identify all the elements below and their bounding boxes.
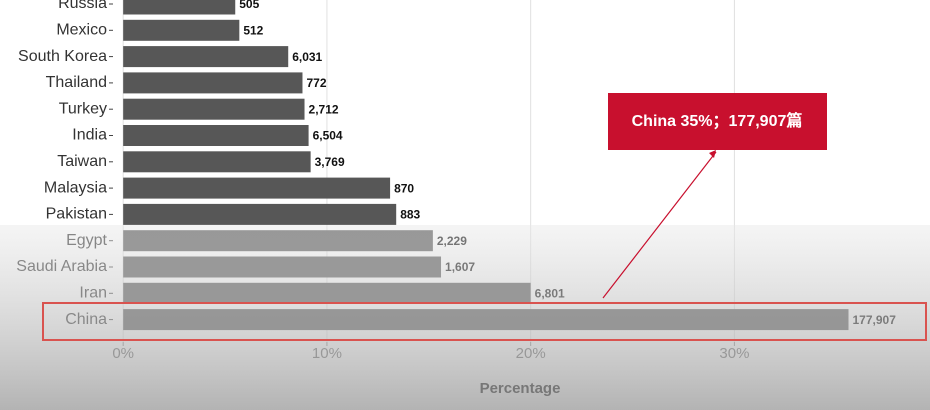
bar — [123, 203, 397, 225]
data-label: 870 — [394, 181, 414, 195]
data-label: 6,031 — [292, 50, 322, 64]
data-label: 6,504 — [313, 129, 343, 143]
annotation-arrow — [602, 151, 717, 299]
y-tick-label: Taiwan — [57, 153, 107, 170]
y-tick-label: South Korea — [18, 48, 107, 65]
y-tick-label: Mexico — [56, 22, 107, 39]
bar — [123, 19, 240, 41]
annotation: China 35%；177,907篇 — [632, 111, 803, 130]
data-label: 772 — [306, 76, 326, 90]
data-label: 505 — [239, 0, 259, 11]
y-tick-label: Malaysia — [44, 179, 107, 196]
data-label: 2,712 — [309, 102, 339, 116]
bar — [123, 177, 391, 199]
bar — [123, 0, 236, 15]
y-tick-label: Russia — [58, 0, 107, 12]
data-label: 3,769 — [315, 155, 345, 169]
bar — [123, 46, 289, 68]
fade-overlay — [0, 225, 930, 410]
x-axis-title: Percentage — [480, 380, 561, 397]
arrow-head — [709, 150, 716, 158]
y-tick-label: Pakistan — [46, 206, 107, 223]
data-label: 512 — [243, 23, 263, 37]
bar — [123, 151, 311, 173]
y-tick-label: Turkey — [59, 100, 107, 117]
bar — [123, 72, 303, 94]
y-tick-label: India — [72, 127, 107, 144]
highlight-box — [42, 302, 927, 341]
data-label: 883 — [400, 208, 420, 222]
annotation-box — [608, 93, 827, 150]
y-tick-label: Thailand — [46, 74, 107, 91]
bar — [123, 98, 305, 120]
bar — [123, 125, 309, 146]
